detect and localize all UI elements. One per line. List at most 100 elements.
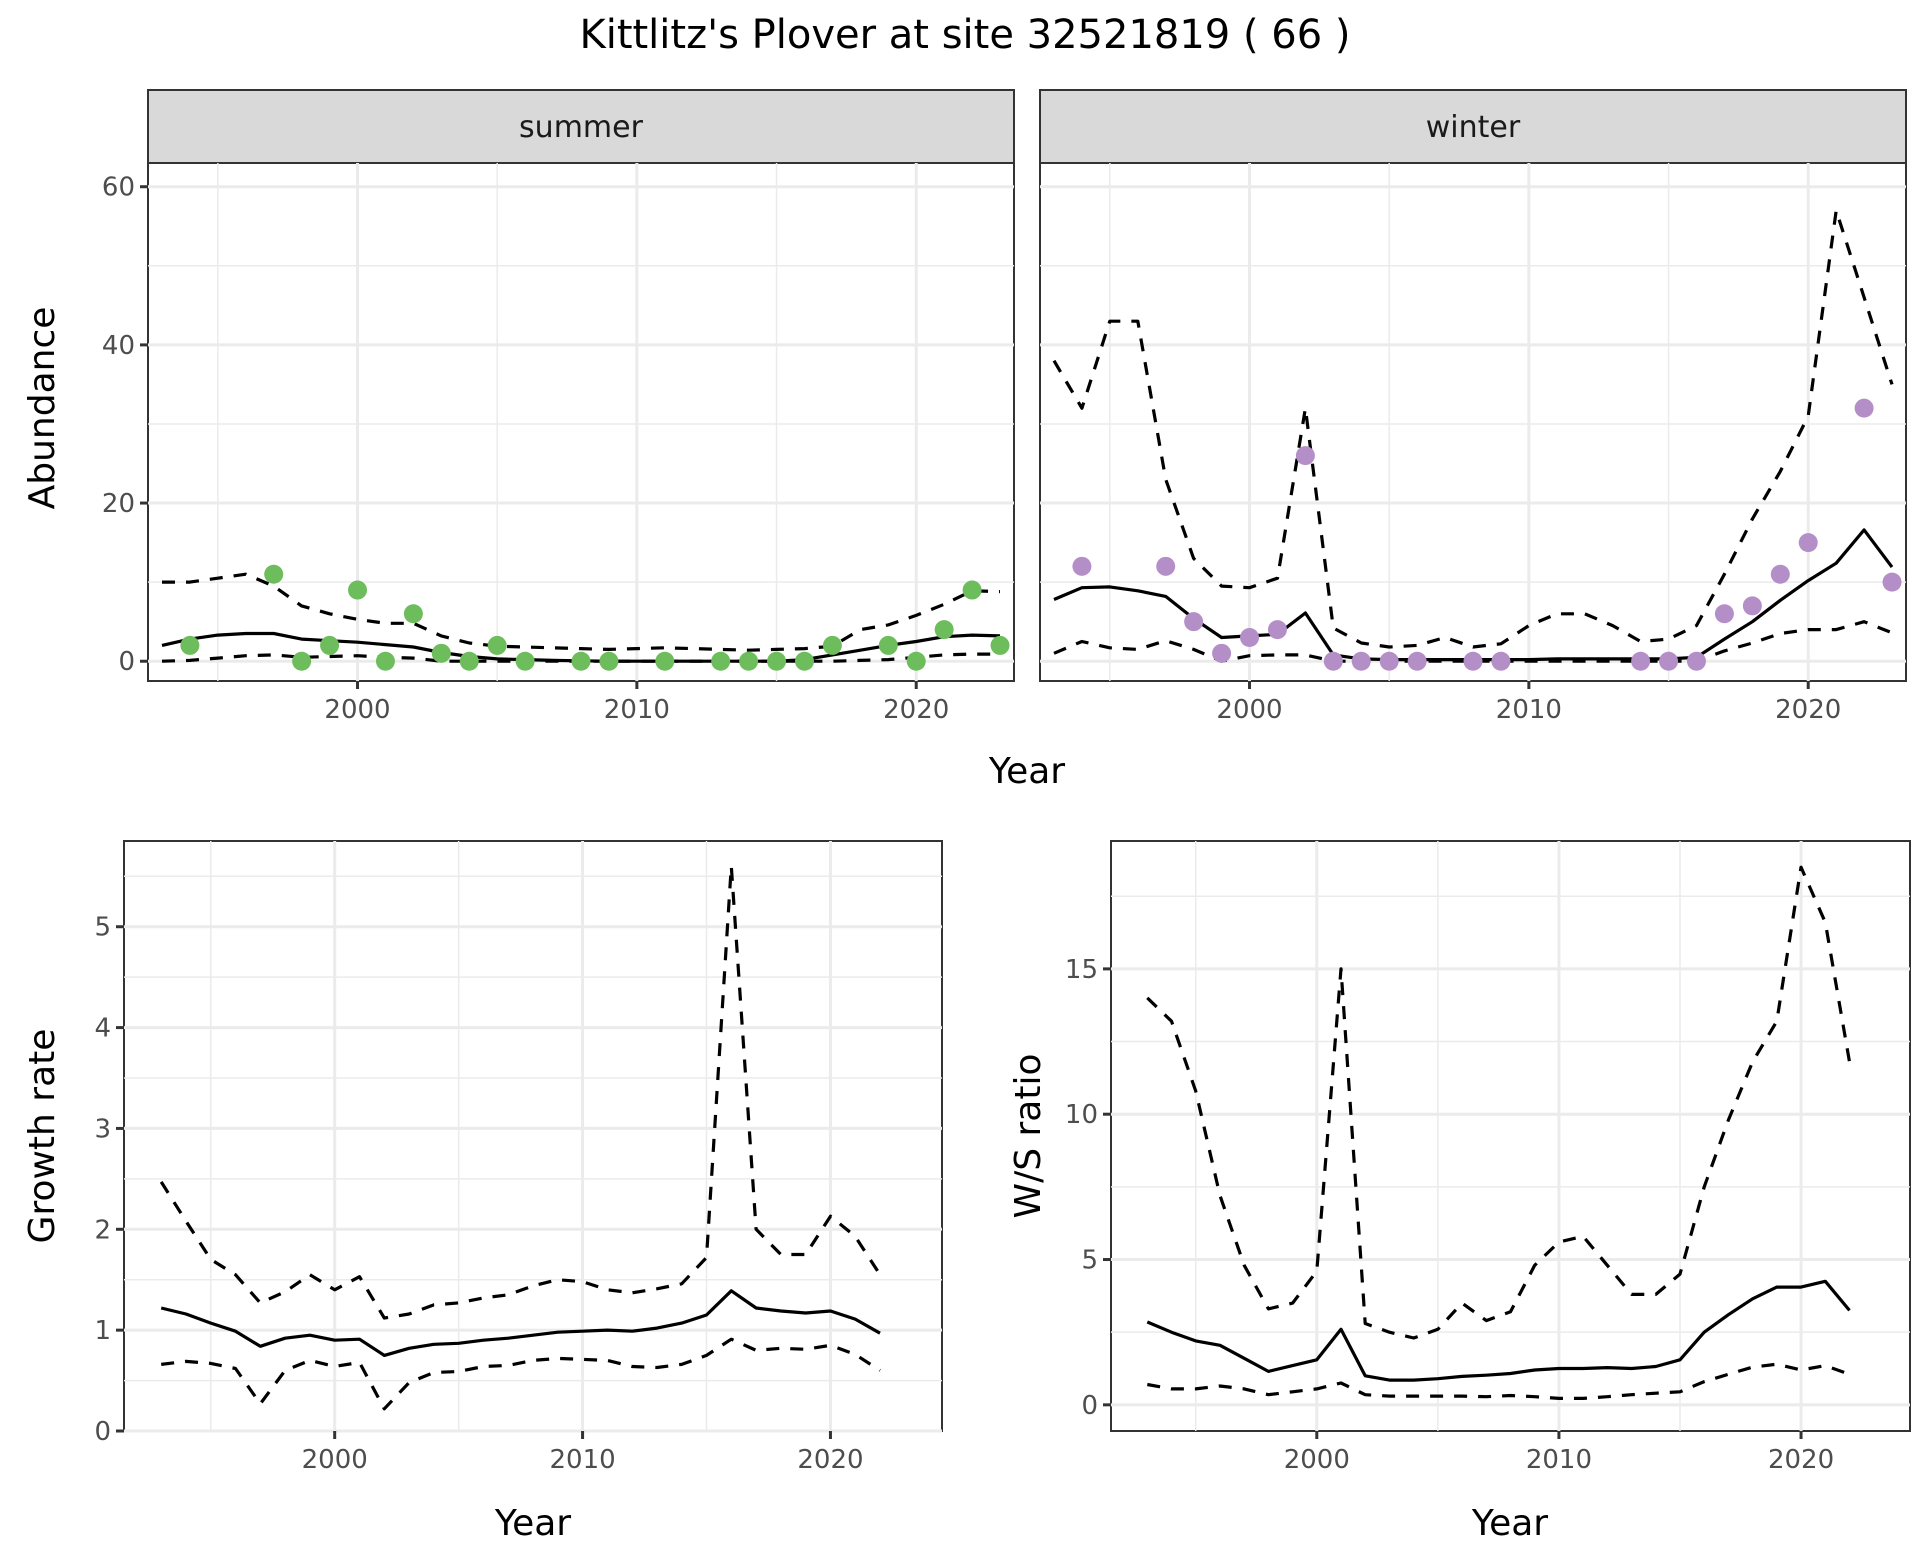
data-point: [1882, 572, 1902, 592]
y-tick-label: 4: [94, 1014, 111, 1044]
x-axis-title: Year: [494, 1503, 571, 1544]
x-axis: 2000 2010 2020: [302, 1431, 864, 1475]
data-point: [1686, 651, 1706, 671]
data-point: [794, 651, 814, 671]
x-tick-label: 2010: [1526, 1445, 1592, 1475]
facet-label-winter: winter: [1426, 110, 1521, 145]
data-point: [1379, 651, 1399, 671]
x-tick-label: 2010: [549, 1445, 615, 1475]
marks: [159, 864, 882, 1411]
data-point: [1491, 651, 1511, 671]
data-point: [264, 564, 284, 584]
marks: [1146, 865, 1852, 1400]
series-line-mean: [160, 1289, 881, 1357]
data-point: [571, 651, 591, 671]
data-point: [1072, 556, 1092, 576]
facet-strip-winter: [1039, 89, 1907, 164]
x-axis: 2000 2010 2020: [1284, 1431, 1834, 1475]
data-point: [711, 651, 731, 671]
data-point: [1267, 620, 1287, 640]
x-tick-label: 2000: [1216, 695, 1282, 725]
y-tick-label: 40: [102, 331, 135, 361]
data-point: [767, 651, 787, 671]
facet-label-summer: summer: [519, 110, 644, 145]
x-tick-label: 2000: [1284, 1445, 1350, 1475]
data-point: [934, 620, 954, 640]
series-line-lower: [1053, 620, 1893, 663]
marks: [1052, 208, 1902, 671]
y-axis-title: Growth rate: [22, 1029, 63, 1244]
data-point: [459, 651, 479, 671]
data-point: [990, 635, 1010, 655]
data-point: [962, 580, 982, 600]
y-tick-label: 2: [94, 1215, 111, 1245]
y-axis-title: W/S ratio: [1008, 1053, 1049, 1218]
data-point: [320, 635, 340, 655]
series-line-upper: [1052, 208, 1894, 649]
y-tick-label: 10: [1065, 1100, 1098, 1130]
x-tick-label: 2020: [797, 1445, 863, 1475]
facet-strip-summer: [147, 89, 1015, 164]
data-point: [1659, 651, 1679, 671]
y-tick-label: 0: [1081, 1391, 1098, 1421]
data-point: [1212, 643, 1232, 663]
y-tick-label: 1: [94, 1316, 111, 1346]
data-point: [375, 651, 395, 671]
series-line-upper: [162, 572, 1001, 652]
series-line-mean: [1146, 1279, 1851, 1382]
data-point: [1323, 651, 1343, 671]
y-tick-label: 20: [102, 489, 135, 519]
gridlines: [1111, 841, 1910, 1431]
y-tick-label: 60: [102, 173, 135, 203]
y-tick-label: 0: [94, 1417, 111, 1447]
data-point: [515, 651, 535, 671]
data-point: [1351, 651, 1371, 671]
data-point: [180, 635, 200, 655]
data-point: [1184, 612, 1204, 632]
x-axis-title-top: Year: [988, 751, 1065, 792]
x-tick-label: 2000: [324, 695, 390, 725]
series-line-lower: [161, 1337, 881, 1411]
x-axis-title: Year: [1471, 1503, 1548, 1544]
plot-area: [123, 840, 943, 1432]
y-tick-label: 15: [1065, 955, 1098, 985]
data-point: [1854, 398, 1874, 418]
data-point: [599, 651, 619, 671]
data-point: [403, 604, 423, 624]
y-tick-label: 0: [118, 647, 135, 677]
marks: [161, 564, 1010, 671]
x-tick-label: 2020: [1775, 695, 1841, 725]
data-point: [1240, 628, 1260, 648]
x-tick-label: 2000: [302, 1445, 368, 1475]
data-point: [1463, 651, 1483, 671]
x-tick-label: 2010: [1496, 695, 1562, 725]
data-point: [1631, 651, 1651, 671]
plot-area: [1039, 162, 1907, 682]
series-line-upper: [159, 864, 882, 1320]
y-tick-label: 3: [94, 1114, 111, 1144]
data-point: [487, 635, 507, 655]
ws-ratio-panel: 0 5 10 15 2000 2010 2020 W/S ratio Year: [1008, 840, 1911, 1544]
x-tick-label: 2010: [604, 695, 670, 725]
y-tick-label: 5: [1081, 1246, 1098, 1276]
x-tick-label: 2020: [883, 695, 949, 725]
abundance-summer-panel: summer 0 20 40 60 2000 2010 2020 Abundance: [22, 89, 1015, 725]
x-axis: 2000 2010 2020: [324, 681, 949, 725]
data-point: [348, 580, 368, 600]
data-point: [1156, 556, 1176, 576]
plot-area: [147, 162, 1015, 682]
data-point: [1770, 564, 1790, 584]
gridlines: [1040, 163, 1906, 681]
data-point: [1742, 596, 1762, 616]
abundance-winter-panel: winter 2000 2010 2020: [1039, 89, 1907, 725]
x-tick-label: 2020: [1768, 1445, 1834, 1475]
data-point: [1407, 651, 1427, 671]
data-point: [1714, 604, 1734, 624]
data-point: [292, 651, 312, 671]
figure-title: Kittlitz's Plover at site 32521819 ( 66 …: [579, 12, 1350, 58]
y-axis: 0 5 10 15: [1065, 955, 1111, 1421]
gridlines: [124, 841, 942, 1433]
data-point: [878, 635, 898, 655]
y-axis-title: Abundance: [22, 307, 63, 510]
